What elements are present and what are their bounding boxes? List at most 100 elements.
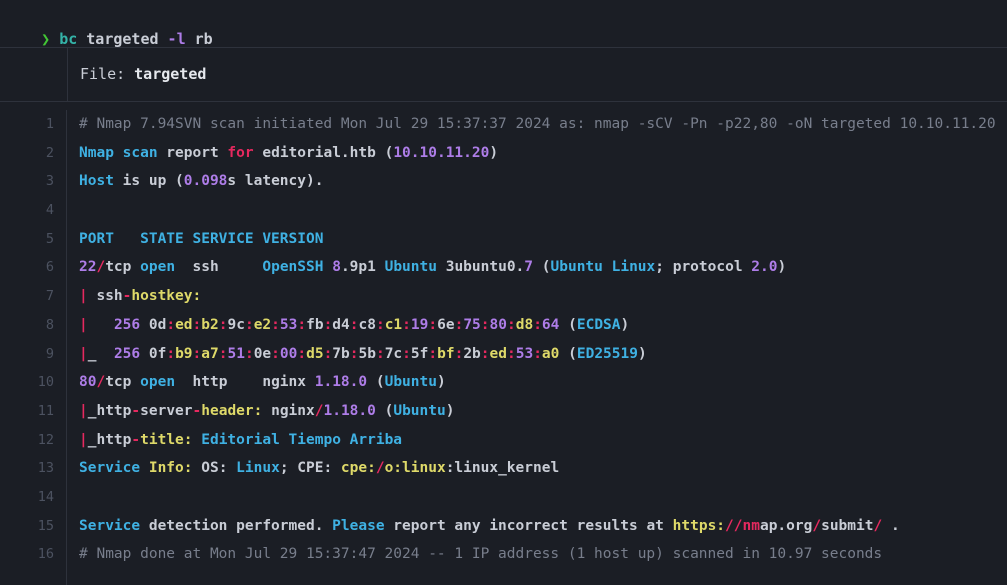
code-token: 0e <box>253 345 272 362</box>
code-line: 3 Host is up (0.098s latency). <box>0 167 1007 197</box>
code-token: : <box>480 316 490 333</box>
line-number: 8 <box>0 310 67 340</box>
code-token: : <box>218 345 228 362</box>
code-token: a0 <box>541 345 560 362</box>
code-token: _http <box>87 431 132 448</box>
code-line: 14 <box>0 482 1007 512</box>
code-line: 5 PORT STATE SERVICE VERSION <box>0 224 1007 254</box>
line-content: # Nmap 7.94SVN scan initiated Mon Jul 29… <box>67 110 996 139</box>
code-token: : <box>297 316 307 333</box>
code-token: fb <box>306 316 324 333</box>
code-token: # Nmap done at Mon Jul 29 15:37:47 2024 … <box>79 546 883 563</box>
code-token: : <box>480 345 490 362</box>
code-token: header: <box>201 402 263 419</box>
code-line: 2 Nmap scan report for editorial.htb (10.… <box>0 138 1007 168</box>
line-number: 10 <box>0 368 67 397</box>
file-header: File: targeted <box>0 47 1007 102</box>
code-token: Info: <box>148 460 193 477</box>
line-content: Service detection performed. Please repo… <box>67 512 900 541</box>
code-token: Ubuntu Linux <box>550 259 656 276</box>
code-token: s latency). <box>227 173 324 190</box>
code-token: ) <box>620 316 630 333</box>
code-token: : <box>454 316 464 333</box>
code-token: Linux <box>236 460 280 477</box>
code-token: ( <box>367 374 385 391</box>
gutter-filler <box>0 569 1007 585</box>
code-token: 256 <box>113 345 141 362</box>
line-number: 12 <box>0 425 67 455</box>
code-token: . <box>882 517 900 534</box>
code-token: a7 <box>201 345 219 362</box>
code-token: ed <box>175 316 193 333</box>
code-token: Please <box>332 517 385 534</box>
code-token: 0.098 <box>183 173 228 190</box>
code-line: 15 Service detection performed. Please re… <box>0 511 1007 541</box>
code-token: : <box>506 316 516 333</box>
code-token: - <box>122 288 132 305</box>
code-token: 3ubuntu0. <box>436 259 525 276</box>
code-token: 1.18.0 <box>323 402 376 419</box>
code-token: -l <box>158 30 186 48</box>
code-token: : <box>323 316 333 333</box>
code-token: : <box>428 345 438 362</box>
code-token: : <box>323 345 333 362</box>
code-token: 53 <box>279 316 298 333</box>
code-token: _ <box>87 345 114 362</box>
file-name: targeted <box>134 65 207 83</box>
code-token: bf <box>437 345 455 362</box>
code-token: ) <box>436 374 446 391</box>
code-token: : <box>271 345 280 362</box>
code-token: 00 <box>279 345 298 362</box>
code-token: : <box>349 345 359 362</box>
code-token: ( <box>533 259 551 276</box>
shell-prompt[interactable]: ❯ bc targeted -l rb <box>5 3 213 75</box>
code-line: 7 | ssh-hostkey: <box>0 282 1007 311</box>
line-number: 14 <box>0 482 67 512</box>
line-content: | ssh-hostkey: <box>67 282 201 311</box>
code-token: o:linux <box>384 460 446 477</box>
code-line: 4 <box>0 196 1007 225</box>
code-token: : <box>349 316 359 333</box>
code-token: 7b <box>332 345 350 362</box>
code-line: 11 |_http-server-header: nginx/1.18.0 (Ub… <box>0 396 1007 426</box>
line-content: |_http-server-header: nginx/1.18.0 (Ubun… <box>67 397 454 426</box>
code-token: / <box>375 460 385 477</box>
code-token: ed <box>489 345 507 362</box>
line-number: 13 <box>0 454 67 483</box>
code-token: 256 <box>113 316 141 333</box>
code-token: Ubuntu <box>384 374 437 391</box>
code-token: open <box>140 374 176 391</box>
line-content: | 256 0d:ed:b2:9c:e2:53:fb:d4:c8:c1:19:6… <box>67 311 629 340</box>
code-token: http nginx <box>175 374 315 391</box>
code-token: : <box>244 316 254 333</box>
line-content: Host is up (0.098s latency). <box>67 167 323 196</box>
code-token: server <box>140 402 193 419</box>
code-token: : <box>454 345 464 362</box>
code-token: nginx <box>262 402 315 419</box>
code-token: | <box>79 316 88 333</box>
code-token: tcp <box>105 374 141 391</box>
code-token: : <box>166 316 176 333</box>
code-token: 80 <box>489 316 507 333</box>
code-token: d8 <box>515 316 534 333</box>
code-token: report any incorrect results at <box>384 517 673 534</box>
code-token: open <box>140 259 176 276</box>
code-token: : <box>166 345 176 362</box>
code-token: 51 <box>227 345 245 362</box>
code-token: | <box>79 345 88 362</box>
line-content: |_http-title: Editorial Tiempo Arriba <box>67 426 402 455</box>
code-token: ; CPE: <box>279 460 341 477</box>
code-token: - <box>131 402 141 419</box>
code-token: 75 <box>463 316 481 333</box>
code-line: 8 | 256 0d:ed:b2:9c:e2:53:fb:d4:c8:c1:19:… <box>0 310 1007 340</box>
code-line: 12 |_http-title: Editorial Tiempo Arriba <box>0 425 1007 455</box>
code-token: | <box>79 402 88 419</box>
code-token: Host <box>79 173 114 190</box>
line-number: 16 <box>0 540 67 569</box>
line-content: Service Info: OS: Linux; CPE: cpe:/o:lin… <box>67 454 559 483</box>
line-content: 80/tcp open http nginx 1.18.0 (Ubuntu) <box>67 368 446 397</box>
code-token: 10.10.11.20 <box>393 144 490 161</box>
code-token: tcp <box>105 259 141 276</box>
code-token: : <box>375 316 385 333</box>
